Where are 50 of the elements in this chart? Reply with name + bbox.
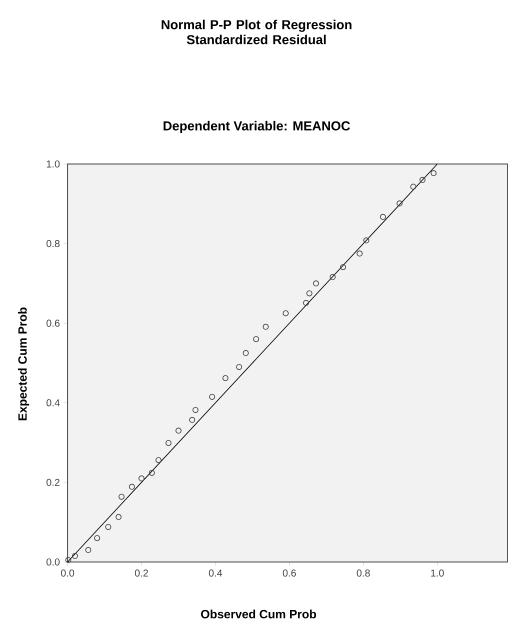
point [155,457,162,464]
point [165,440,172,446]
point [209,394,216,400]
point [363,237,370,244]
point [313,280,320,286]
x-tick-label: 0.0 [60,570,74,577]
point [222,375,228,382]
point [148,470,155,476]
point [253,336,260,342]
point [189,416,196,423]
point [410,184,416,190]
y-tick-label: 0.8 [46,240,60,248]
point [380,214,386,220]
y-axis-title: Expected Cum Prob [18,307,30,420]
x-tick-label: 1.0 [431,570,444,577]
y-tick-label: 0.4 [46,399,60,406]
point [242,350,249,356]
y-tick-label: 0.0 [46,558,60,566]
chart-subtitle: Dependent Variable: MEANOC [164,120,350,134]
chart-title: Normal P-P Plot of Regression Standardized Residual [162,20,352,44]
point [94,535,100,542]
point [116,514,122,520]
point [128,484,135,490]
x-axis-title: Observed Cum Prob [201,610,316,618]
point [330,274,336,280]
y-tick-label: 0.6 [46,320,60,327]
point [340,264,346,270]
point [282,310,289,316]
point [192,406,198,413]
point [430,170,437,176]
point [303,300,310,306]
x-tick-label: 0.8 [356,570,370,577]
point [419,176,426,183]
point [85,547,92,554]
x-tick-label: 0.2 [134,570,148,577]
point [306,290,312,296]
y-tick-label: 1.0 [46,160,60,168]
point [175,428,182,434]
point [138,475,144,482]
point [356,250,363,257]
point [65,557,72,564]
point [118,494,125,500]
x-tick-label: 0.6 [282,570,296,577]
point [262,324,269,330]
x-tick-label: 0.4 [208,570,222,577]
point [105,524,112,530]
point [236,364,242,370]
point [396,200,403,206]
y-tick-label: 0.2 [46,478,60,486]
point [72,553,78,560]
